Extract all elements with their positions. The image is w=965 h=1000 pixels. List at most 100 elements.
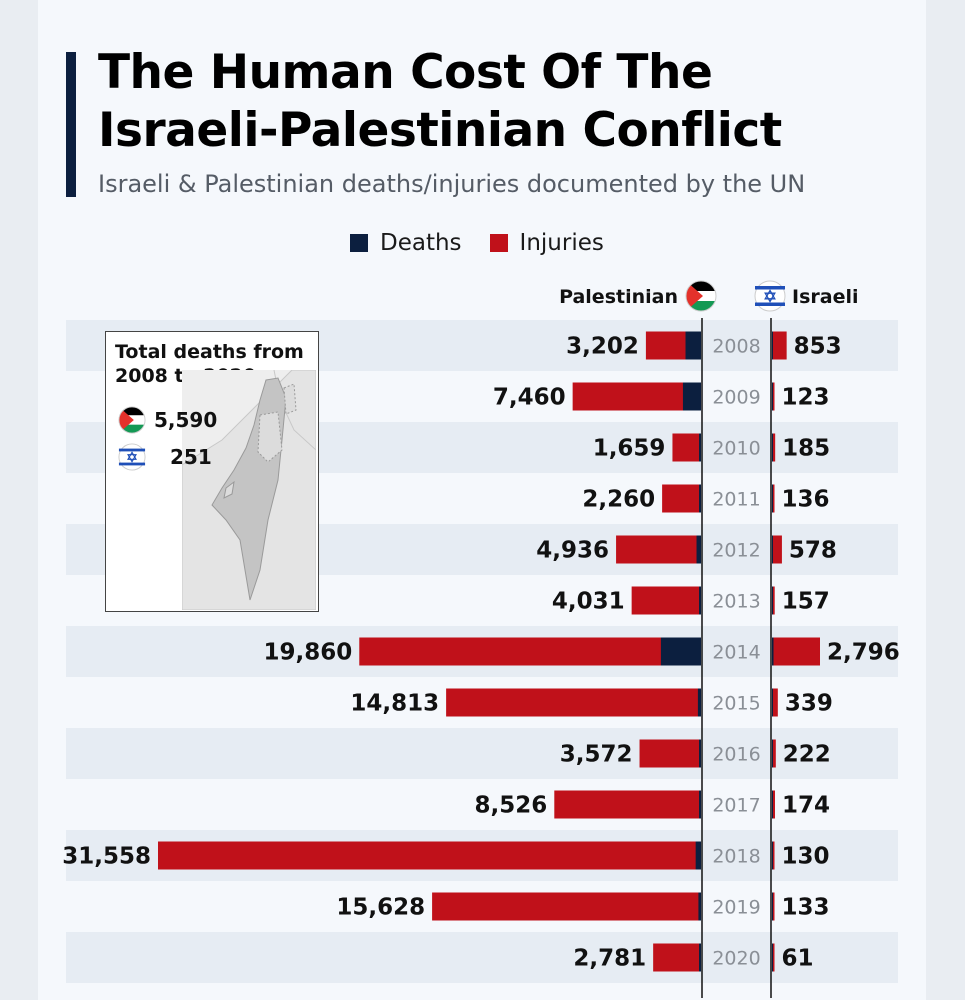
header-palestinian: Palestinian bbox=[559, 286, 678, 308]
palestinian-value-2019: 15,628 bbox=[336, 895, 425, 921]
title-accent-bar bbox=[66, 52, 76, 197]
year-label-2010: 2010 bbox=[712, 438, 760, 460]
palestinian-value-2018: 31,558 bbox=[62, 844, 151, 870]
inset-row-palestinian: 5,590 bbox=[118, 406, 217, 434]
israeli-value-labels: 853 123 185 136 578 157 2,796 339 222 174 130 133 61 bbox=[782, 334, 900, 972]
palestinian-bar-2020 bbox=[653, 943, 701, 972]
palestine-flag-icon bbox=[118, 406, 146, 434]
palestinian-value-2010: 1,659 bbox=[593, 436, 666, 462]
chart-title-line-1: The Human Cost Of The bbox=[98, 45, 713, 100]
israeli-value-2010: 185 bbox=[782, 436, 830, 462]
israeli-value-2019: 133 bbox=[782, 895, 830, 921]
palestinian-value-2013: 4,031 bbox=[552, 589, 625, 615]
palestinian-bar-2009 bbox=[572, 382, 701, 411]
year-label-2012: 2012 bbox=[712, 540, 760, 562]
israel-flag-icon bbox=[754, 280, 786, 312]
legend: Deaths Injuries bbox=[350, 228, 632, 258]
legend-item-deaths: Deaths bbox=[350, 230, 462, 256]
israeli-deaths-bar-2011 bbox=[772, 484, 773, 513]
israeli-bar-2012 bbox=[772, 535, 782, 564]
israeli-value-2017: 174 bbox=[782, 793, 830, 819]
inset-palestinian-deaths: 5,590 bbox=[154, 408, 218, 432]
palestinian-deaths-bar-2013 bbox=[699, 586, 701, 615]
palestinian-bar-2016 bbox=[639, 739, 701, 768]
israeli-value-2016: 222 bbox=[783, 742, 831, 768]
palestinian-deaths-bar-2011 bbox=[699, 484, 701, 513]
palestinian-deaths-bar-2020 bbox=[699, 943, 701, 972]
palestinian-value-2014: 19,860 bbox=[264, 640, 353, 666]
israeli-bar-2008 bbox=[772, 331, 787, 360]
legend-label-deaths: Deaths bbox=[380, 230, 462, 256]
israeli-value-2018: 130 bbox=[782, 844, 830, 870]
legend-swatch-deaths bbox=[350, 234, 368, 252]
palestinian-value-2011: 2,260 bbox=[582, 487, 655, 513]
israeli-bar-2020 bbox=[772, 943, 775, 972]
year-label-2015: 2015 bbox=[712, 693, 760, 715]
israeli-bar-2011 bbox=[772, 484, 775, 513]
palestinian-deaths-bar-2012 bbox=[696, 535, 701, 564]
palestinian-value-2017: 8,526 bbox=[475, 793, 548, 819]
year-label-2016: 2016 bbox=[712, 744, 760, 766]
header-israeli: Israeli bbox=[792, 286, 858, 308]
israeli-value-2012: 578 bbox=[789, 538, 837, 564]
israeli-bar-2015 bbox=[772, 688, 778, 717]
israeli-value-2014: 2,796 bbox=[827, 640, 900, 666]
palestinian-deaths-bar-2016 bbox=[699, 739, 701, 768]
palestinian-deaths-bar-2018 bbox=[695, 841, 701, 870]
palestinian-deaths-bar-2017 bbox=[699, 790, 701, 819]
total-deaths-inset: Total deaths from 2008 to 2020 5,590 bbox=[105, 331, 319, 612]
legend-swatch-injuries bbox=[489, 234, 508, 252]
israeli-value-2008: 853 bbox=[794, 334, 842, 360]
israeli-deaths-bar-2017 bbox=[772, 790, 773, 819]
chart-title-line-2: Israeli-Palestinian Conflict bbox=[98, 103, 782, 158]
israeli-value-2015: 339 bbox=[785, 691, 833, 717]
year-label-2019: 2019 bbox=[712, 897, 760, 919]
israeli-deaths-bar-2018 bbox=[772, 841, 773, 870]
palestinian-bar-2017 bbox=[554, 790, 701, 819]
palestinian-bar-2018 bbox=[158, 841, 701, 870]
palestinian-deaths-bar-2015 bbox=[697, 688, 701, 717]
israel-flag-icon bbox=[118, 443, 146, 471]
israeli-value-2009: 123 bbox=[782, 385, 830, 411]
palestinian-bar-2010 bbox=[672, 433, 701, 462]
israeli-value-2011: 136 bbox=[782, 487, 830, 513]
palestinian-deaths-bar-2009 bbox=[682, 382, 701, 411]
israeli-deaths-bar-2013 bbox=[772, 586, 773, 615]
israeli-value-2020: 61 bbox=[782, 946, 814, 972]
palestinian-deaths-bar-2010 bbox=[699, 433, 701, 462]
palestinian-bar-2013 bbox=[631, 586, 701, 615]
palestinian-value-2015: 14,813 bbox=[350, 691, 439, 717]
israeli-bar-2016 bbox=[772, 739, 776, 768]
palestinian-value-2009: 7,460 bbox=[493, 385, 566, 411]
israeli-bar-2019 bbox=[772, 892, 775, 921]
palestinian-bar-2015 bbox=[446, 688, 701, 717]
israeli-bar-2018 bbox=[772, 841, 775, 870]
israeli-bar-2017 bbox=[772, 790, 775, 819]
israeli-deaths-bar-2019 bbox=[772, 892, 773, 921]
year-labels: 2008 2009 2010 2011 2012 2013 2014 2015 2016 2017… bbox=[712, 336, 760, 970]
palestine-flag-icon bbox=[685, 280, 717, 312]
year-label-2013: 2013 bbox=[712, 591, 760, 613]
year-label-2011: 2011 bbox=[712, 489, 760, 511]
chart-subtitle: Israeli & Palestinian deaths/injuries do… bbox=[98, 170, 806, 198]
israeli-deaths-bar-2020 bbox=[772, 943, 773, 972]
palestinian-value-2020: 2,781 bbox=[573, 946, 646, 972]
israeli-bar-2013 bbox=[772, 586, 775, 615]
palestinian-bars bbox=[158, 331, 701, 972]
palestinian-bar-2011 bbox=[662, 484, 701, 513]
row-band-2016 bbox=[66, 728, 898, 779]
year-label-2017: 2017 bbox=[712, 795, 760, 817]
year-label-2014: 2014 bbox=[712, 642, 760, 664]
palestinian-value-2008: 3,202 bbox=[566, 334, 639, 360]
year-label-2009: 2009 bbox=[712, 387, 760, 409]
palestinian-deaths-bar-2014 bbox=[660, 637, 701, 666]
israeli-deaths-bar-2010 bbox=[772, 433, 773, 462]
palestinian-deaths-bar-2008 bbox=[685, 331, 701, 360]
row-band-2020 bbox=[66, 932, 898, 983]
israeli-bar-2009 bbox=[772, 382, 775, 411]
year-label-2018: 2018 bbox=[712, 846, 760, 868]
israeli-bars bbox=[772, 331, 820, 972]
inset-title-line-1: Total deaths from bbox=[115, 341, 304, 363]
